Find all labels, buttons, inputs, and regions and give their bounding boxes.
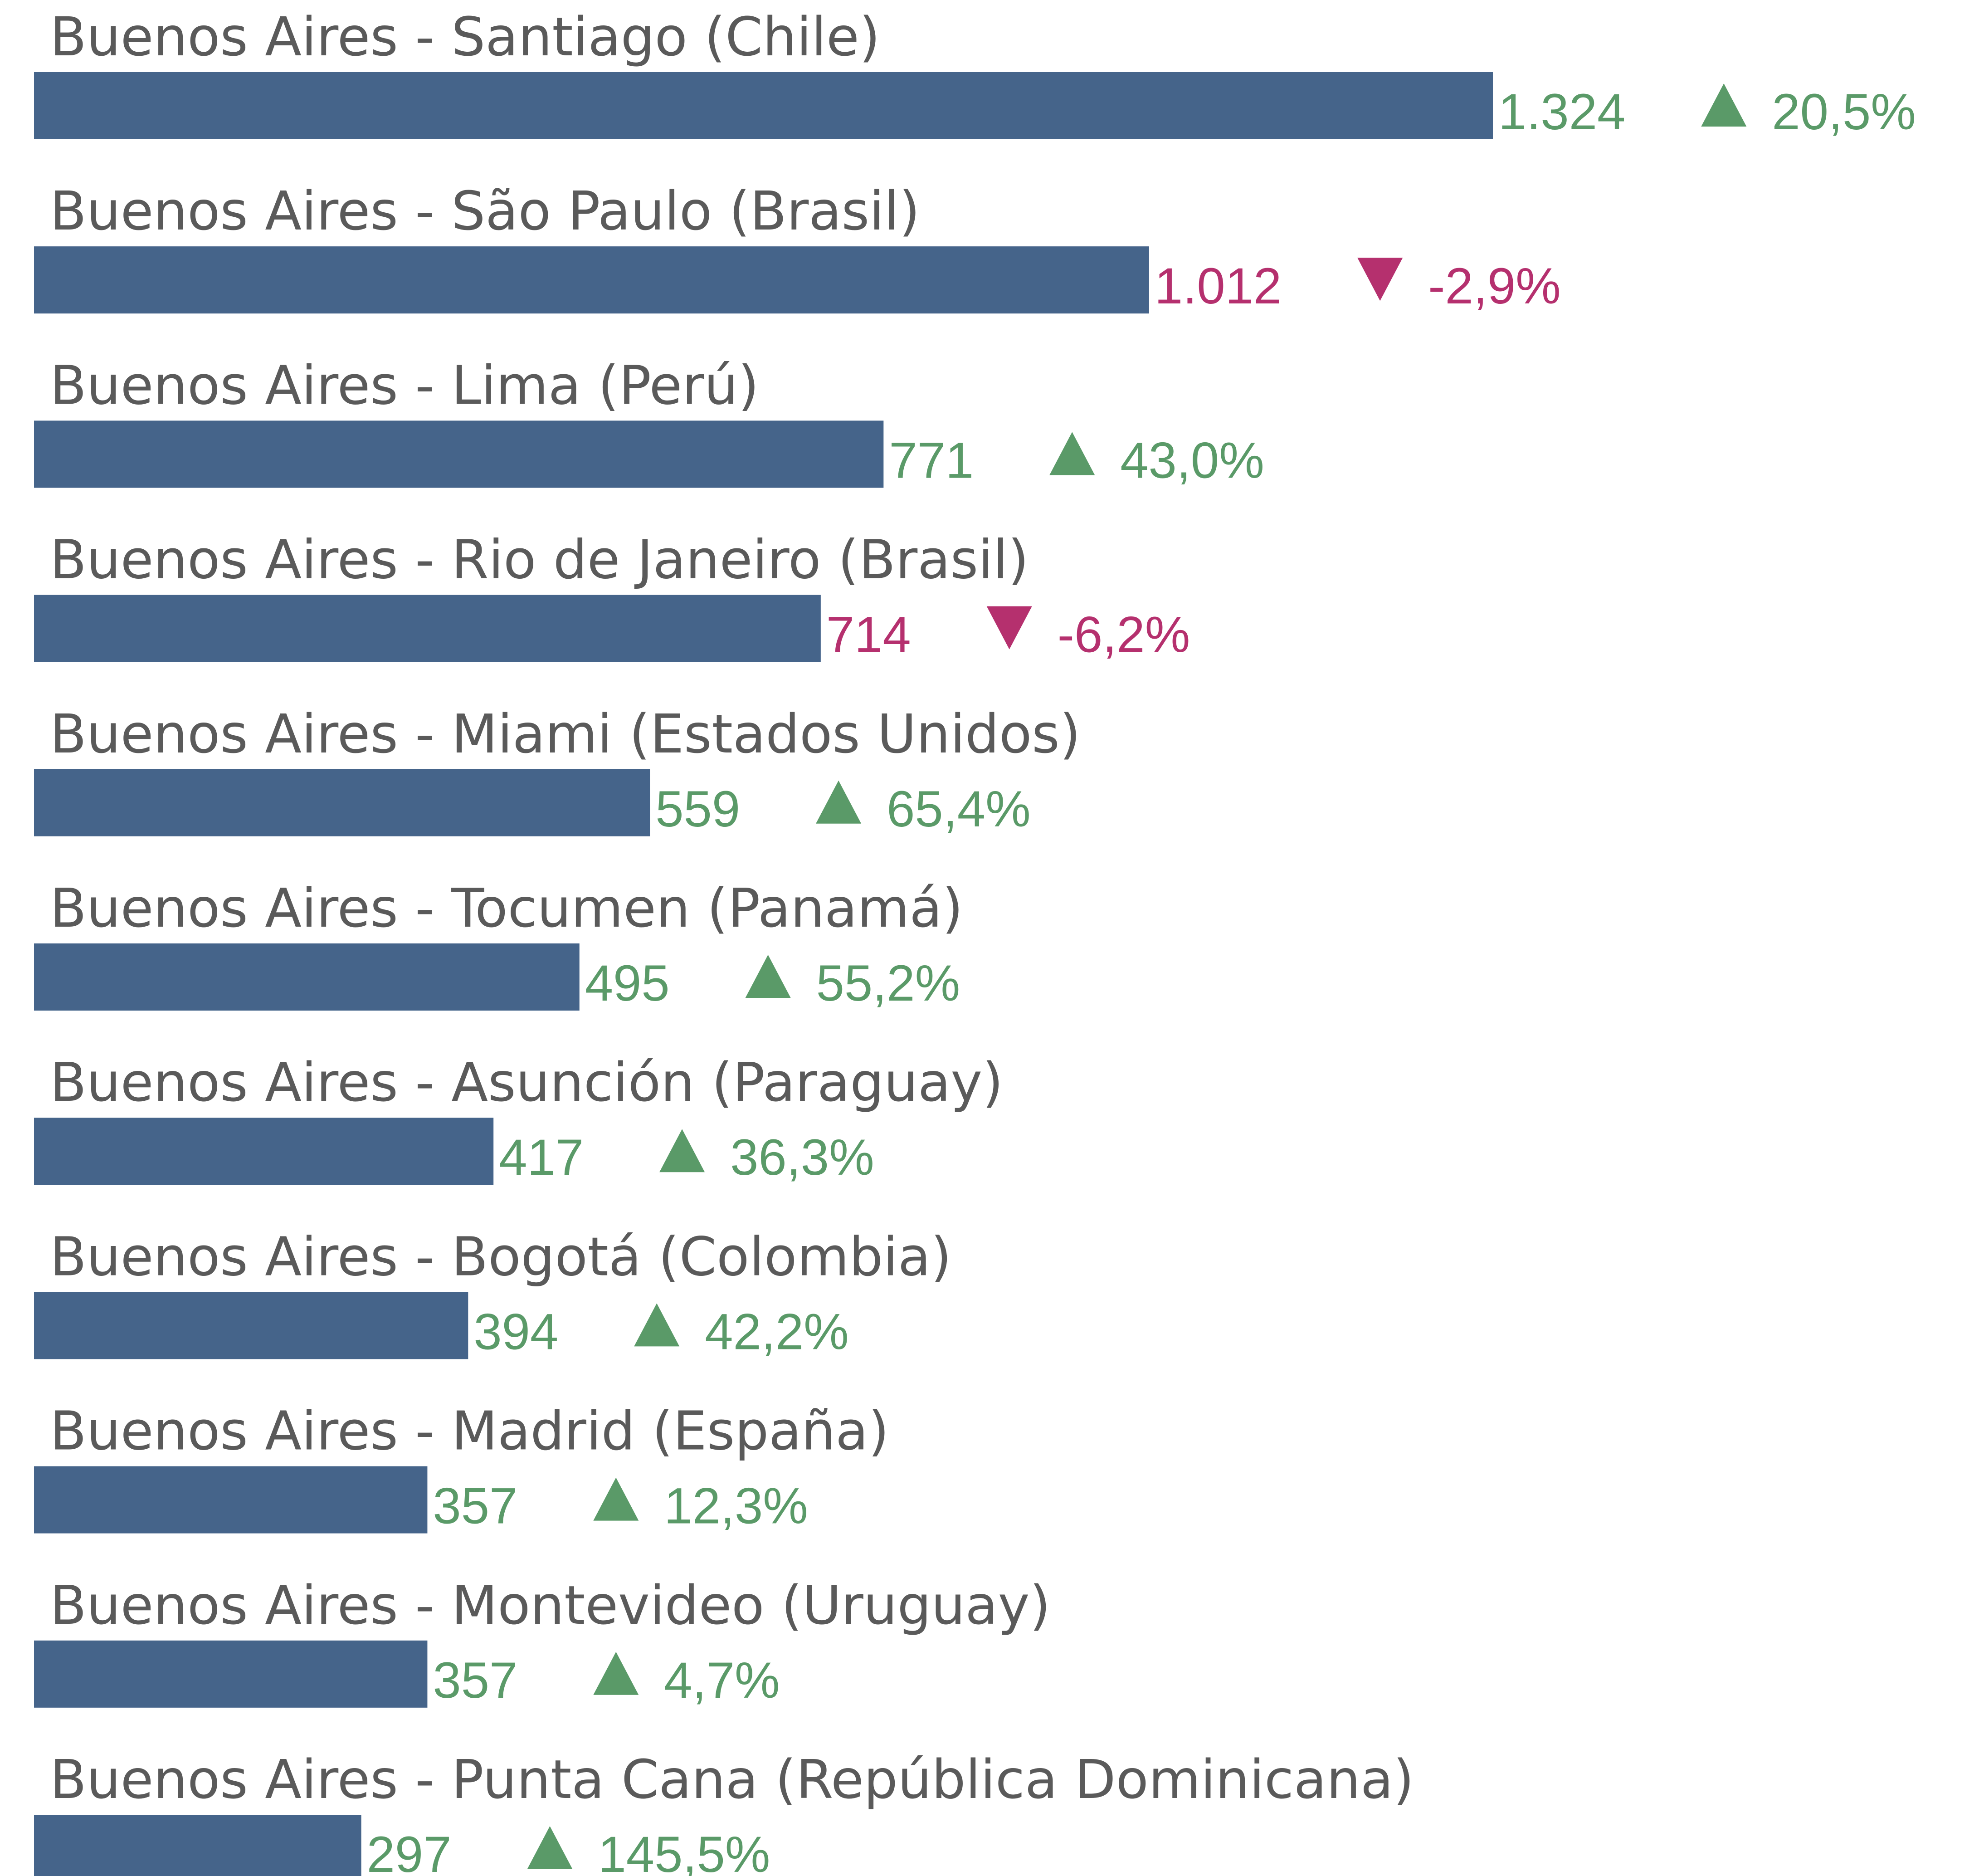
down-arrow [1357,258,1403,301]
bar [34,595,821,662]
value-label: 771 [889,432,974,489]
bar [34,1640,428,1708]
value-label: 357 [433,1652,517,1709]
value-label: 297 [367,1826,452,1876]
bar [34,246,1149,314]
up-arrow [1049,432,1095,475]
change-label: 55,2% [816,955,960,1011]
down-arrow [986,606,1032,650]
bar [34,1118,494,1185]
category-label: Buenos Aires - São Paulo (Brasil) [50,180,920,242]
value-label: 1.324 [1498,83,1625,140]
category-label: Buenos Aires - Bogotá (Colombia) [50,1225,951,1288]
up-arrow [816,780,862,824]
change-label: -6,2% [1058,606,1190,663]
change-label: 20,5% [1772,83,1916,140]
bar [34,1815,361,1876]
category-label: Buenos Aires - Miami (Estados Unidos) [50,703,1081,765]
change-label: -2,9% [1428,258,1561,314]
up-arrow [593,1651,639,1695]
category-label: Buenos Aires - Santiago (Chile) [50,5,880,68]
bar [34,1466,428,1534]
category-label: Buenos Aires - Asunción (Paraguay) [50,1051,1003,1114]
up-arrow [593,1477,639,1521]
change-label: 12,3% [664,1478,808,1534]
up-arrow [659,1129,705,1172]
category-label: Buenos Aires - Punta Cana (República Dom… [50,1748,1414,1811]
value-label: 714 [826,606,911,663]
change-label: 42,2% [705,1303,849,1360]
up-arrow [527,1826,573,1869]
change-label: 145,5% [598,1826,770,1876]
value-label: 1.012 [1155,258,1282,314]
bar [34,72,1493,139]
change-label: 43,0% [1120,432,1264,489]
up-arrow [745,955,791,998]
category-label: Buenos Aires - Lima (Perú) [50,354,759,416]
change-label: 4,7% [664,1652,780,1709]
value-label: 394 [473,1303,558,1360]
change-label: 65,4% [887,781,1031,837]
value-label: 357 [433,1478,517,1534]
category-label: Buenos Aires - Tocumen (Panamá) [50,877,963,939]
value-label: 495 [585,955,670,1011]
bar [34,769,650,836]
bar [34,943,580,1011]
change-label: 36,3% [730,1129,874,1186]
category-label: Buenos Aires - Rio de Janeiro (Brasil) [50,528,1029,591]
bar [34,1292,468,1359]
category-label: Buenos Aires - Madrid (España) [50,1400,889,1462]
up-arrow [1701,83,1747,127]
value-label: 559 [655,781,740,837]
bar [34,420,884,488]
category-label: Buenos Aires - Montevideo (Uruguay) [50,1574,1050,1637]
up-arrow [634,1303,680,1347]
value-label: 417 [499,1129,584,1186]
